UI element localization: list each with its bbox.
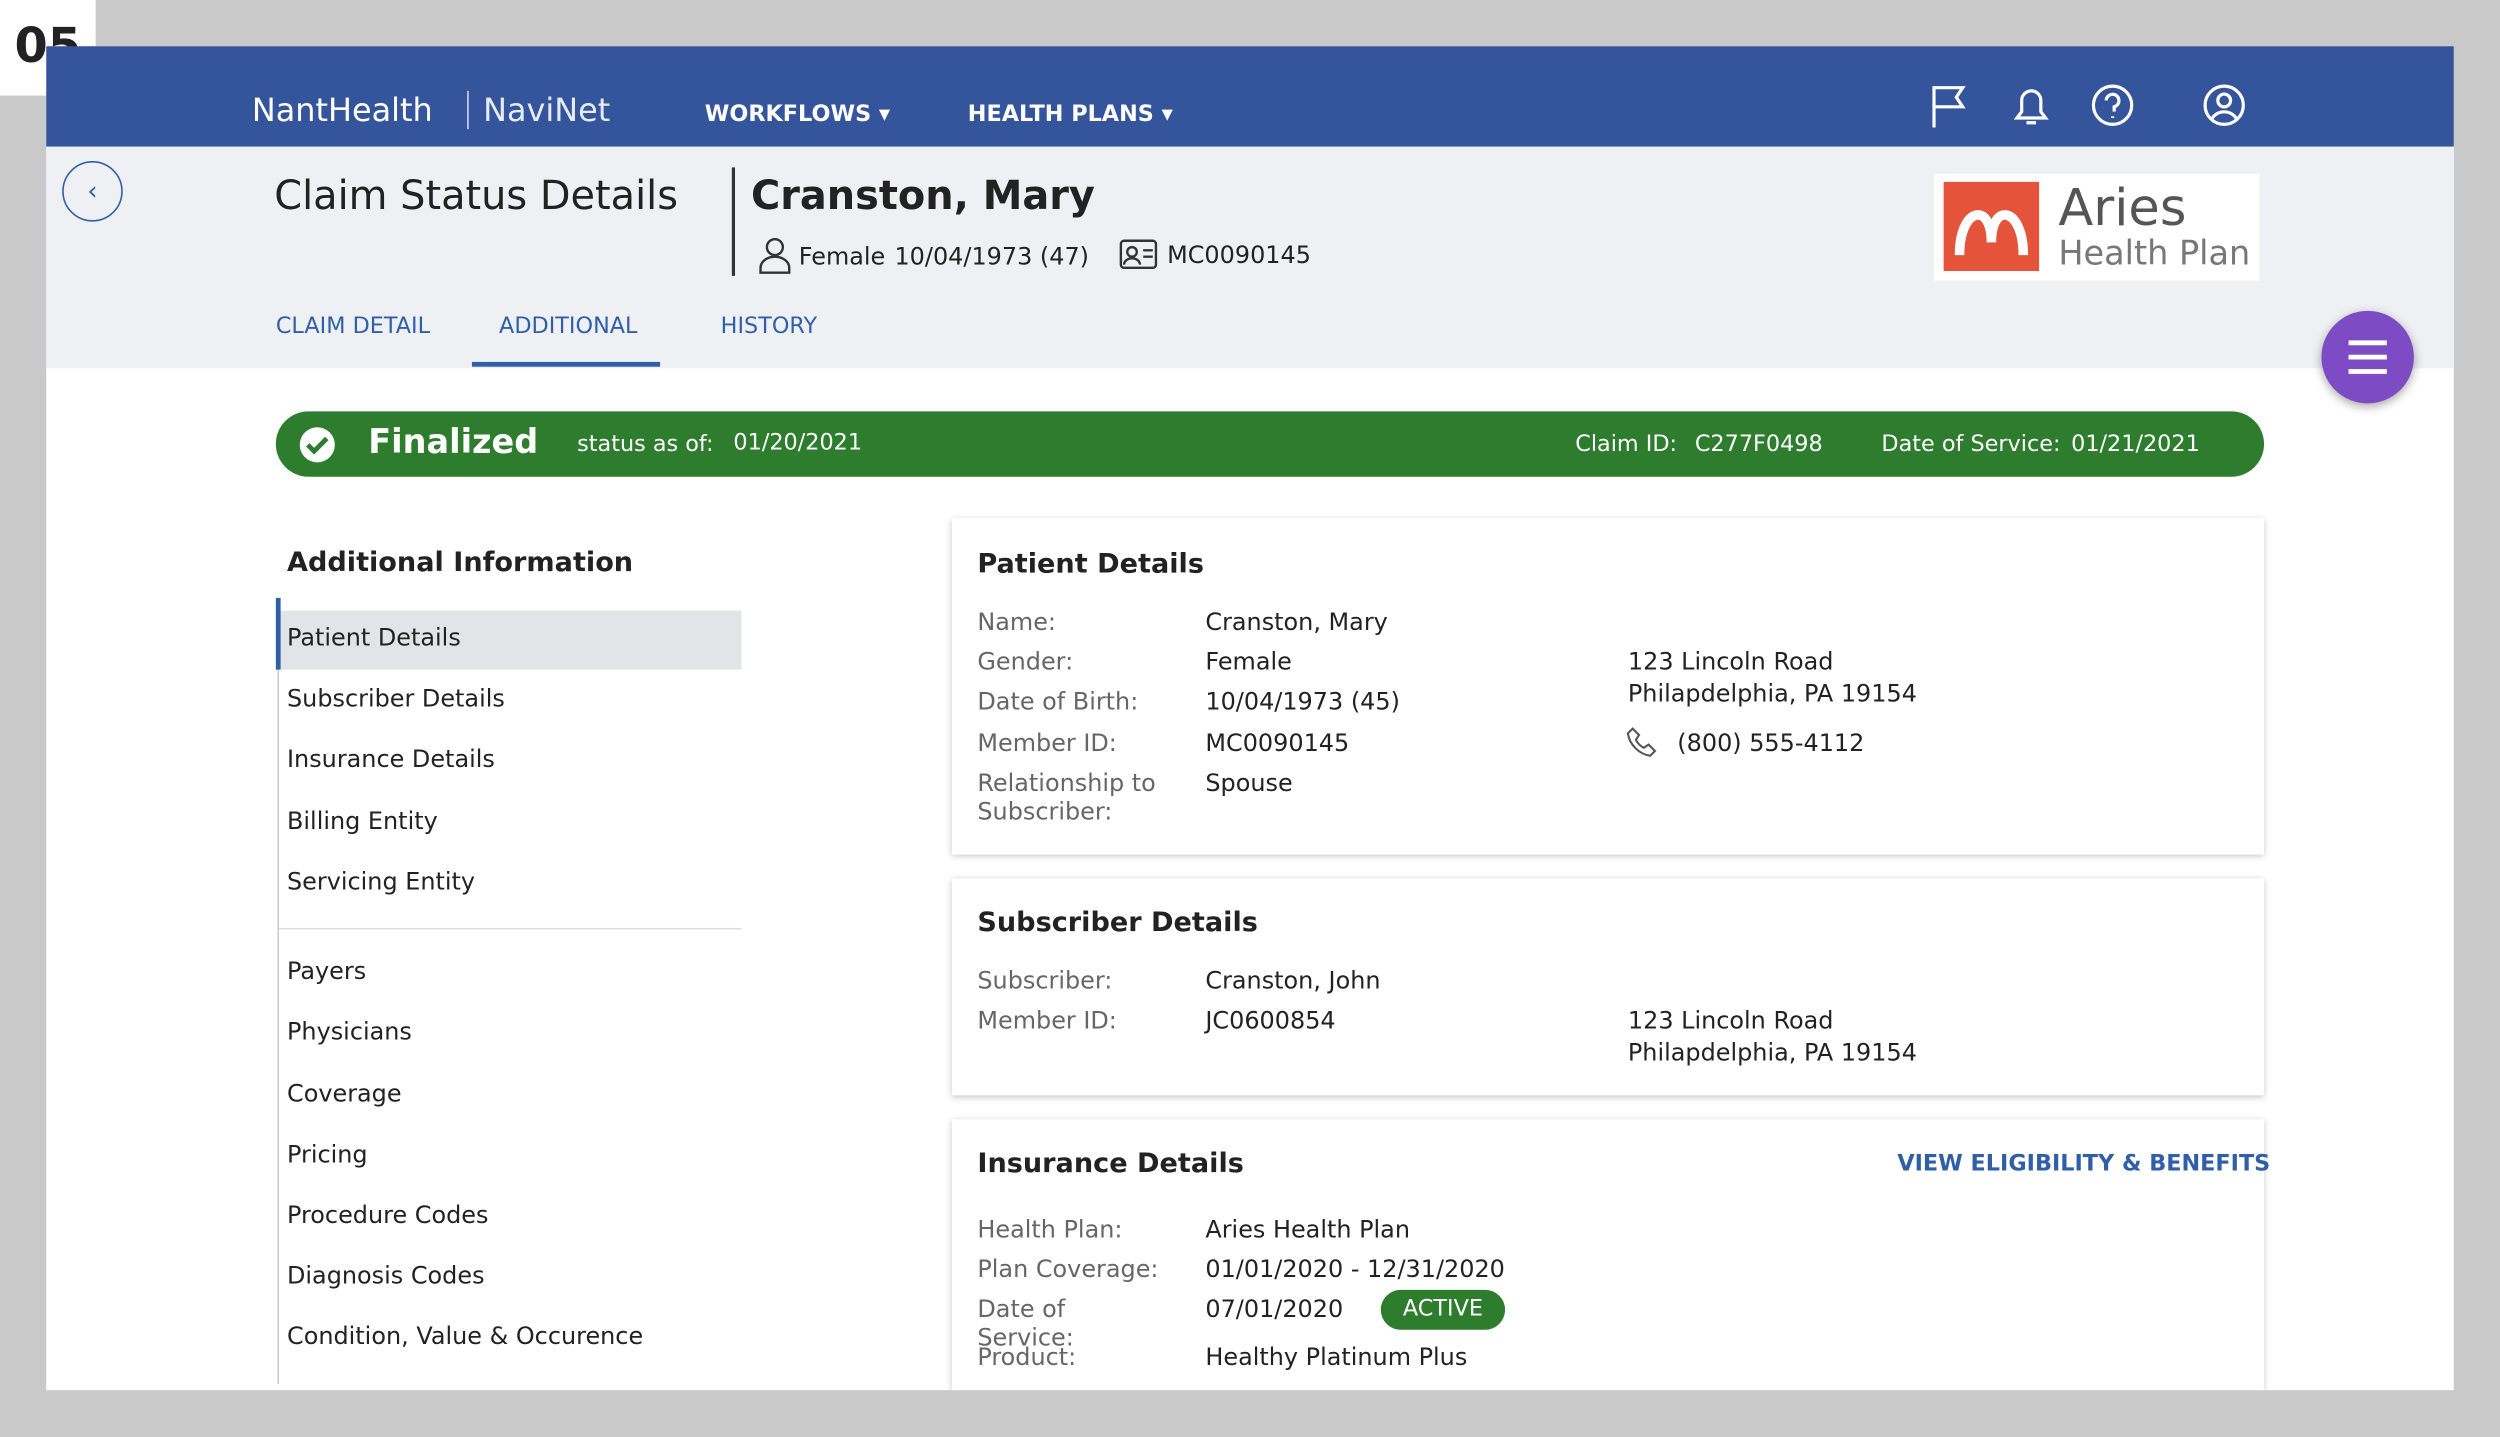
- brand[interactable]: NantHealth: [251, 90, 433, 130]
- field-label: Date of Birth:: [977, 687, 1139, 716]
- plan-logo-name: Aries: [2058, 176, 2187, 238]
- claim-id-label: Claim ID:: [1575, 432, 1678, 458]
- check-icon: [299, 427, 335, 463]
- field-value: Female: [1205, 647, 1292, 677]
- menu-fab[interactable]: [2321, 310, 2414, 404]
- field-value: 01/01/2020 - 12/31/2020: [1205, 1254, 1505, 1284]
- field-label: Member ID:: [977, 1006, 1117, 1035]
- field-label: Plan Coverage:: [977, 1254, 1159, 1284]
- card-title: Subscriber Details: [977, 907, 1258, 940]
- field-label: Name:: [977, 607, 1056, 637]
- gender: Female: [798, 242, 886, 272]
- sidebar-indicator: [275, 597, 281, 670]
- person-icon: [759, 237, 791, 274]
- field-label: Subscriber:: [977, 966, 1113, 995]
- active-badge: ACTIVE: [1380, 1289, 1506, 1330]
- claim-id: C277F0498: [1694, 432, 1823, 458]
- dob: 10/04/1973 (47): [894, 242, 1090, 272]
- back-button[interactable]: ‹: [62, 161, 123, 222]
- subscriber-card: [951, 878, 2265, 1096]
- eligibility-link[interactable]: VIEW ELIGIBILITY & BENEFITS: [1897, 1151, 2271, 1177]
- account-icon[interactable]: [2203, 84, 2245, 126]
- plan-logo-sub: Health Plan: [2058, 234, 2251, 273]
- phone-icon: [1626, 727, 1657, 757]
- member-id: MC0090145: [1167, 240, 1311, 270]
- address-line: Philapdelphia, PA 19154: [1627, 1037, 1917, 1067]
- field-value: Spouse: [1205, 768, 1293, 798]
- field-label: Gender:: [977, 647, 1074, 677]
- menu-label: HEALTH PLANS: [967, 102, 1154, 128]
- address-line: 123 Lincoln Road: [1627, 1006, 1834, 1035]
- bell-icon[interactable]: [2013, 89, 2049, 125]
- sidebar-item[interactable]: Patient Details: [286, 623, 461, 653]
- field-label: Health Plan:: [977, 1214, 1123, 1244]
- field-value: JC0600854: [1205, 1006, 1336, 1035]
- sidebar-separator: [279, 927, 742, 930]
- page-title: Claim Status Details: [274, 172, 679, 219]
- sidebar-selected: [279, 610, 742, 670]
- tab[interactable]: CLAIM DETAIL: [275, 314, 431, 340]
- field-value: MC0090145: [1205, 728, 1350, 758]
- field-label: Relationship to Subscriber:: [977, 768, 1156, 826]
- sidebar-item[interactable]: Coverage: [286, 1079, 402, 1109]
- status-label: Finalized: [368, 422, 539, 461]
- field-value: Cranston, Mary: [1205, 607, 1388, 637]
- sidebar-item[interactable]: Subscriber Details: [286, 683, 505, 713]
- id-icon: [1119, 239, 1158, 270]
- help-icon[interactable]: [2091, 84, 2134, 126]
- menu-health-plans[interactable]: HEALTH PLANS ▾: [967, 102, 1173, 128]
- field-value: 10/04/1973 (45): [1205, 687, 1400, 716]
- sidebar-item[interactable]: Diagnosis Codes: [286, 1261, 485, 1290]
- insurance-card: [951, 1119, 2265, 1391]
- card-title: Insurance Details: [977, 1147, 1244, 1180]
- menu-icon: [2348, 340, 2387, 374]
- sidebar-item[interactable]: Servicing Entity: [286, 867, 476, 897]
- field-value: 07/01/2020: [1205, 1294, 1344, 1324]
- brand-divider: [467, 90, 469, 130]
- sidebar-item[interactable]: Insurance Details: [286, 744, 495, 774]
- sidebar-item[interactable]: Pricing: [286, 1139, 368, 1169]
- card-title: Patient Details: [977, 548, 1204, 581]
- field-label: Date of Service:: [977, 1294, 1074, 1353]
- nav-icons: [1932, 84, 2245, 128]
- sidebar-item[interactable]: Payers: [286, 956, 367, 986]
- address-line: 123 Lincoln Road: [1627, 647, 1834, 677]
- phone: (800) 555-4112: [1677, 728, 1865, 758]
- field-value: Healthy Platinum Plus: [1205, 1342, 1468, 1372]
- sidebar-title: Additional Information: [286, 546, 634, 579]
- patient-card: [951, 518, 2265, 855]
- menu-workflows[interactable]: WORKFLOWS ▾: [704, 102, 891, 128]
- tab[interactable]: HISTORY: [720, 314, 818, 340]
- sidebar-item[interactable]: Billing Entity: [286, 806, 438, 836]
- sidebar-line: [277, 597, 280, 1384]
- sidebar-item[interactable]: Procedure Codes: [286, 1200, 489, 1230]
- flag-icon[interactable]: [1932, 86, 1966, 128]
- status-bar: [275, 411, 2265, 477]
- as-of-label: status as of:: [577, 432, 714, 458]
- plan-logo-mark: [1943, 181, 2040, 272]
- menu-label: WORKFLOWS: [704, 102, 872, 128]
- field-label: Member ID:: [977, 728, 1117, 758]
- as-of-date: 01/20/2021: [733, 430, 863, 456]
- tab-active[interactable]: ADDITIONAL: [499, 314, 638, 340]
- header-divider: [731, 167, 736, 276]
- field-value: Aries Health Plan: [1205, 1214, 1410, 1244]
- address-line: Philapdelphia, PA 19154: [1627, 679, 1917, 708]
- frame-bottom: [0, 1390, 2500, 1437]
- patient-name: Cranston, Mary: [750, 172, 1095, 219]
- product: NaviNet: [483, 90, 611, 130]
- field-value: Cranston, John: [1205, 966, 1381, 995]
- tab-underline: [471, 361, 661, 367]
- dos: 01/21/2021: [2071, 432, 2200, 458]
- navbar: [46, 46, 2454, 147]
- sidebar-item[interactable]: Physicians: [286, 1017, 412, 1046]
- field-label: Product:: [977, 1342, 1077, 1372]
- sidebar-item[interactable]: Condition, Value & Occurence: [286, 1321, 644, 1351]
- dos-label: Date of Service:: [1881, 432, 2061, 458]
